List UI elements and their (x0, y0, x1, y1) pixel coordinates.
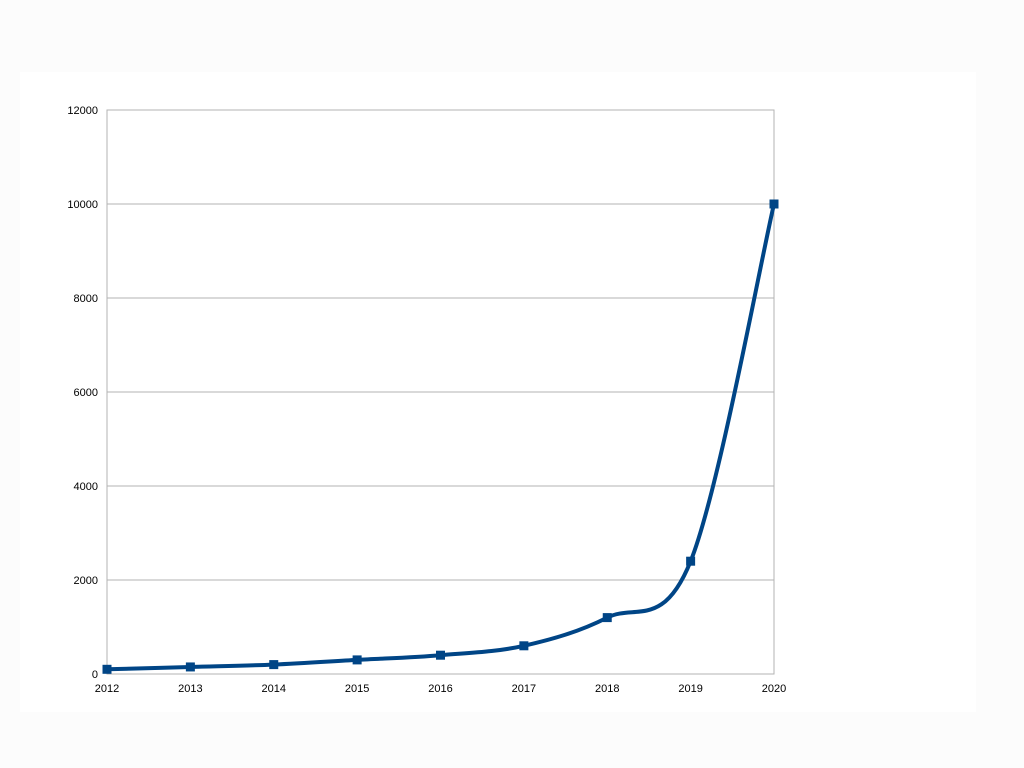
x-tick-label: 2017 (512, 683, 536, 695)
data-point-2015 (352, 655, 362, 665)
y-tick-label: 2000 (74, 575, 98, 587)
data-point-2018 (602, 613, 612, 623)
data-point-2017 (519, 641, 529, 651)
data-point-2019 (686, 556, 696, 566)
x-tick-label: 2016 (428, 683, 452, 695)
y-tick-label: 0 (92, 669, 98, 681)
data-point-2012 (102, 664, 112, 674)
data-point-2020 (769, 199, 779, 209)
x-axis-tick-labels: 2012 2013 2014 2015 2016 2017 2018 2019 2020 (95, 683, 786, 695)
y-axis-tick-labels: 0 2000 4000 6000 8000 10000 12000 (67, 105, 98, 681)
x-tick-label: 2018 (595, 683, 619, 695)
plot-area-border (106, 109, 775, 675)
y-tick-label: 10000 (67, 199, 98, 211)
x-tick-label: 2020 (762, 683, 786, 695)
data-point-2016 (436, 650, 445, 660)
y-tick-label: 6000 (74, 387, 98, 399)
x-tick-label: 2019 (678, 683, 702, 695)
x-tick-label: 2013 (178, 683, 202, 695)
data-point-2014 (269, 660, 279, 670)
data-point-markers (102, 199, 779, 674)
x-tick-label: 2012 (95, 683, 119, 695)
y-tick-label: 4000 (74, 481, 98, 493)
series-line (105, 202, 776, 672)
y-tick-label: 8000 (74, 293, 98, 305)
x-tick-label: 2015 (345, 683, 369, 695)
x-tick-label: 2014 (262, 683, 286, 695)
y-tick-label: 12000 (67, 105, 98, 117)
data-point-2013 (185, 662, 195, 672)
